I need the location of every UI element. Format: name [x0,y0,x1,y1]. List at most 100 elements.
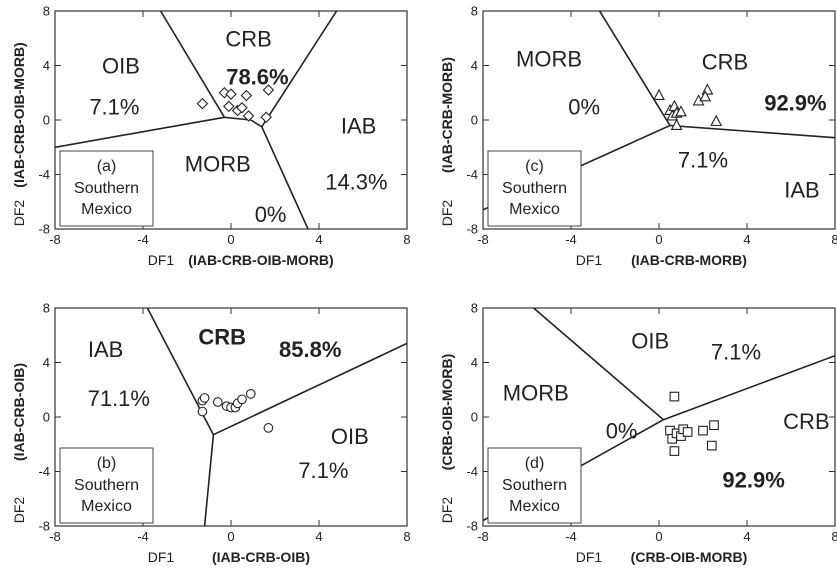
data-point-diamond [240,89,253,102]
region-label-crb: CRB [702,49,748,74]
x-tick-label: 0 [655,529,662,544]
region-label-iab: IAB [784,177,819,202]
x-axis-label-detail: (IAB-CRB-MORB) [631,252,747,268]
x-tick-label: 0 [227,529,234,544]
field-boundary-line [261,11,338,128]
region-percent-crb: 85.8% [279,337,341,362]
x-tick-label: 0 [227,232,234,247]
y-axis-label: DF2 [439,200,455,227]
y-axis-label: DF2 [11,497,27,524]
x-axis-label: DF1 [148,549,175,565]
y-tick-label: 8 [471,301,478,316]
region-label-crb: CRB [198,325,246,350]
y-tick-label: 4 [43,355,50,370]
field-boundary-line [663,354,835,421]
panel-location-line1: Southern [502,180,567,197]
panel-location-line2: Mexico [509,498,560,515]
region-label-oib: OIB [102,54,140,79]
panel-letter: (c) [525,158,544,175]
y-axis-label: DF2 [11,200,27,227]
data-point-triangle [653,88,665,101]
y-tick-label: -4 [38,464,50,479]
region-percent-iab: 14.3% [325,169,387,194]
region-label-oib: OIB [631,329,669,354]
data-point-square [709,420,719,431]
y-tick-label: 0 [43,113,50,128]
region-percent-morb: 0% [255,202,287,227]
y-tick-label: 4 [471,58,478,73]
x-axis-label-detail: (IAB-CRB-OIB) [212,549,310,565]
panel-label-box [59,150,154,227]
panel-label-box [59,447,154,524]
panel-location-line1: Southern [74,477,139,494]
region-percent-crb: 78.6% [226,64,288,89]
data-point-diamond [236,101,248,114]
x-axis-label: DF1 [576,252,603,268]
region-label-crb: CRB [225,26,271,51]
y-axis-label-detail: (IAB-CRB-OIB-MORB) [11,42,27,187]
chart-panel-c: -8 -4 0 4 8 -8 -4 0 4 8 MORB 0% CRB 92.9% IAB 7.1% (c) So… [439,4,837,269]
data-point-diamond [242,110,255,122]
y-tick-label: 8 [43,301,50,316]
region-label-iab: IAB [88,337,123,362]
region-label-morb: MORB [185,152,251,177]
region-percent-oib: 7.1% [89,94,139,119]
panel-location-line2: Mexico [81,201,132,218]
y-axis-label-detail: (IAB-CRB-OIB) [11,363,27,461]
region-label-iab: IAB [341,113,376,138]
x-tick-label: -4 [565,232,577,247]
panel-location-line2: Mexico [81,498,132,515]
field-boundary-line [533,308,664,421]
y-tick-label: 0 [471,410,478,425]
y-tick-label: -8 [466,222,478,237]
region-percent-iab: 7.1% [678,148,728,173]
region-label-crb: CRB [783,409,829,434]
x-axis-label: DF1 [148,252,175,268]
panel-letter: (d) [525,455,545,472]
x-tick-label: -8 [49,232,61,247]
data-point-triangle [670,118,683,130]
y-tick-label: 0 [43,410,50,425]
data-point-diamond [262,84,275,96]
x-tick-label: -4 [137,232,149,247]
region-percent-morb: 0% [568,94,600,119]
y-tick-label: 0 [471,113,478,128]
y-axis-label-detail: (CRB-OIB-MORB) [439,354,455,471]
field-boundary-line [669,124,835,139]
panel-label-box [487,447,582,524]
region-percent-crb: 92.9% [764,90,826,115]
field-boundary-line [598,11,671,126]
region-percent-oib: 7.1% [298,458,348,483]
data-point-diamond [225,88,237,100]
y-axis-label-detail: (IAB-CRB-MORB) [439,57,455,173]
x-tick-label: 8 [403,232,410,247]
y-tick-label: -8 [38,519,50,534]
y-axis-label: DF2 [439,497,455,524]
y-tick-label: -4 [38,167,50,182]
y-tick-label: -4 [466,167,478,182]
y-tick-label: 4 [43,58,50,73]
x-tick-label: 4 [743,529,750,544]
panel-location-line2: Mexico [509,201,560,218]
data-point-circle [212,397,223,407]
panel-letter: (b) [97,455,117,472]
y-tick-label: 8 [43,4,50,19]
x-tick-label: 8 [831,232,837,247]
x-tick-label: 8 [403,529,410,544]
y-tick-label: -4 [466,464,478,479]
x-tick-label: 4 [743,232,750,247]
region-label-oib: OIB [331,424,369,449]
x-axis-label-detail: (IAB-CRB-OIB-MORB) [188,252,333,268]
region-label-morb: MORB [516,47,582,72]
panel-location-line1: Southern [502,477,567,494]
data-point-triangle [675,105,687,117]
region-percent-crb: 92.9% [722,468,784,493]
x-tick-label: 4 [315,232,322,247]
y-tick-label: -8 [38,222,50,237]
field-boundary-line [203,434,215,526]
data-point-diamond [260,111,272,124]
data-point-square [669,446,680,456]
panel-letter: (a) [97,158,117,175]
y-tick-label: 4 [471,355,478,370]
